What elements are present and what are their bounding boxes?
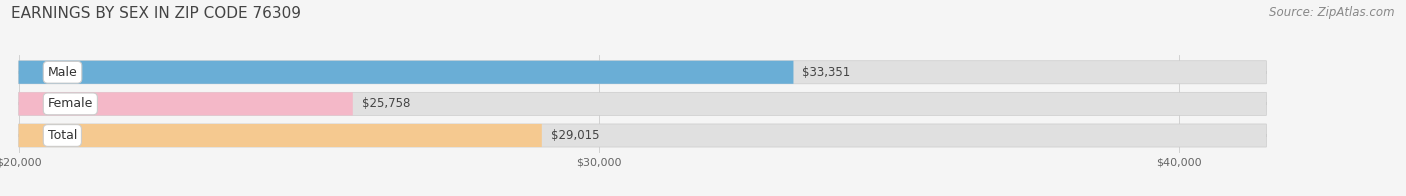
Text: EARNINGS BY SEX IN ZIP CODE 76309: EARNINGS BY SEX IN ZIP CODE 76309 bbox=[11, 6, 301, 21]
Text: $29,015: $29,015 bbox=[551, 129, 599, 142]
Text: Male: Male bbox=[48, 66, 77, 79]
Text: Total: Total bbox=[48, 129, 77, 142]
FancyBboxPatch shape bbox=[18, 92, 1267, 115]
FancyBboxPatch shape bbox=[18, 61, 1267, 84]
Text: $25,758: $25,758 bbox=[361, 97, 411, 110]
FancyBboxPatch shape bbox=[18, 61, 793, 84]
FancyBboxPatch shape bbox=[18, 124, 1267, 147]
Text: Female: Female bbox=[48, 97, 93, 110]
Text: Source: ZipAtlas.com: Source: ZipAtlas.com bbox=[1270, 6, 1395, 19]
Text: $33,351: $33,351 bbox=[803, 66, 851, 79]
FancyBboxPatch shape bbox=[18, 92, 353, 115]
FancyBboxPatch shape bbox=[18, 124, 541, 147]
